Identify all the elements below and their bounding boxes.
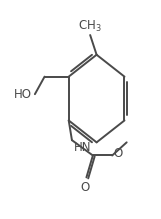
Text: O: O: [114, 147, 123, 160]
Text: CH$_3$: CH$_3$: [78, 19, 102, 34]
Text: HN: HN: [74, 141, 92, 154]
Text: O: O: [80, 181, 90, 194]
Text: HO: HO: [14, 88, 32, 101]
